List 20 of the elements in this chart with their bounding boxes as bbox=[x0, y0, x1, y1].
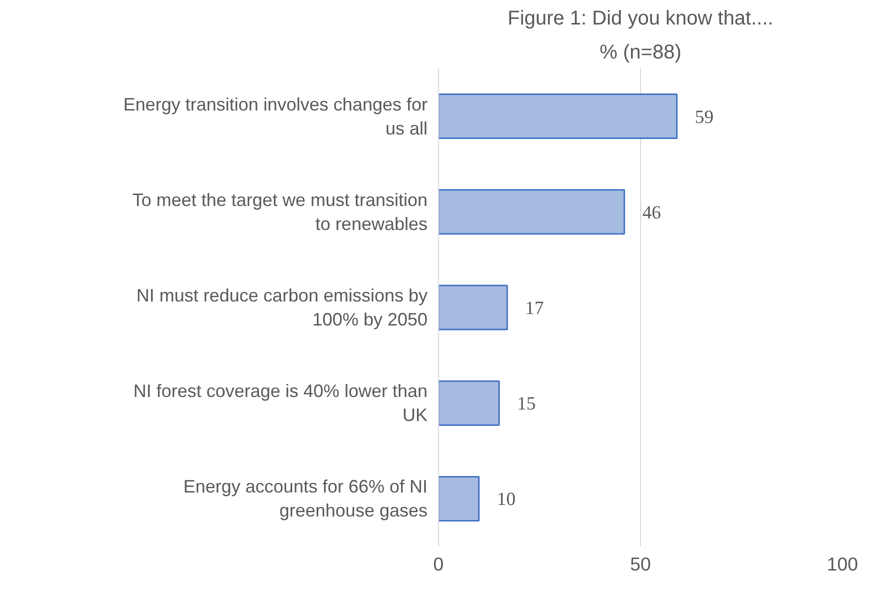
bar bbox=[438, 94, 678, 140]
x-tick-label: 100 bbox=[826, 554, 858, 574]
y-tick-label: Energy transition involves changes for us all bbox=[123, 94, 428, 138]
data-label: 46 bbox=[642, 202, 661, 224]
x-tick-label: 0 bbox=[433, 554, 444, 574]
y-tick-label: NI must reduce carbon emissions by 100% by 2050 bbox=[136, 286, 428, 330]
chart-subtitle: % (n=88) bbox=[600, 42, 682, 64]
chart-title: Figure 1: Did you know that.... bbox=[508, 8, 774, 30]
data-label: 10 bbox=[496, 489, 516, 510]
y-tick-label: To meet the target we must transition to renewables bbox=[132, 190, 428, 234]
data-label: 15 bbox=[517, 394, 536, 415]
data-label: 17 bbox=[525, 298, 544, 319]
y-tick-label: NI forest coverage is 40% lower than UK bbox=[133, 381, 428, 426]
bar bbox=[438, 189, 626, 235]
bar bbox=[438, 380, 500, 426]
bar bbox=[438, 476, 480, 522]
x-tick-label: 50 bbox=[630, 554, 651, 574]
y-tick-label: Energy accounts for 66% of NI greenhouse gases bbox=[183, 476, 428, 521]
data-label: 59 bbox=[694, 106, 714, 128]
bar bbox=[438, 284, 508, 330]
